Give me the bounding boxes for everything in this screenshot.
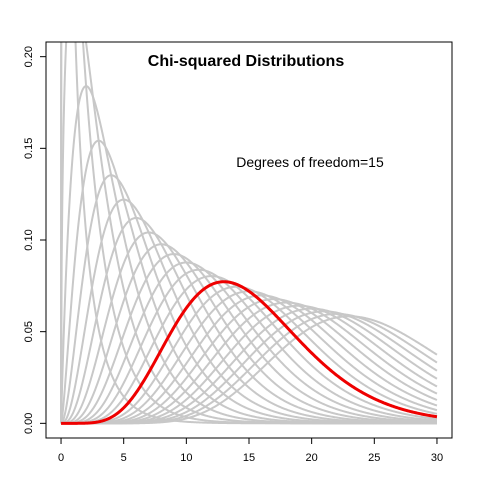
- chi-curve-df-9: [61, 231, 437, 425]
- y-tick-label: 0.10: [23, 229, 35, 250]
- chi-curve-df-18: [61, 294, 438, 425]
- chi-curve-df-12: [61, 261, 438, 425]
- x-tick-label: 25: [368, 452, 380, 464]
- y-tick-label: 0.20: [23, 46, 35, 67]
- highlight-curve-group: [61, 280, 438, 425]
- chi-curve-df-16: [61, 285, 438, 425]
- highlight-curve-df-15: [61, 280, 438, 425]
- chart-title: Chi-squared Distributions: [148, 53, 345, 70]
- x-tick-label: 20: [306, 452, 318, 464]
- y-tick-label: 0.00: [23, 413, 35, 434]
- x-tick-label: 30: [431, 452, 443, 464]
- x-axis: 0 5 10 15 20 25 30: [58, 437, 443, 464]
- chi-curve-df-7: [61, 198, 437, 425]
- chi-curve-df-25: [61, 315, 438, 425]
- y-tick-label: 0.15: [23, 138, 35, 159]
- y-tick-label: 0.05: [23, 321, 35, 342]
- x-tick-label: 5: [121, 452, 127, 464]
- df-annotation: Degrees of freedom=15: [236, 154, 384, 170]
- x-tick-label: 10: [180, 452, 192, 464]
- y-axis: 0.00 0.05 0.10 0.15 0.20: [23, 46, 47, 434]
- background-curves: [60, 42, 438, 425]
- chi-curve-df-11: [61, 253, 437, 425]
- x-tick-label: 15: [243, 452, 255, 464]
- chi-curve-df-13: [61, 268, 438, 425]
- x-tick-label: 0: [58, 452, 64, 464]
